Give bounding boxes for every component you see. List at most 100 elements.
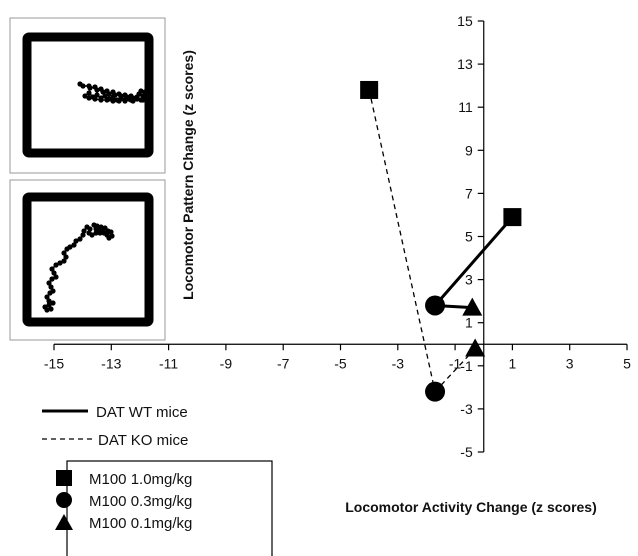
y-tick-label: 7 [465, 185, 473, 201]
ko-triangle-marker [465, 338, 486, 357]
inset-trace-dot [46, 302, 52, 308]
inset-trace-dot [53, 262, 59, 268]
inset-trace-dot [86, 90, 92, 96]
inset-trace-dot [102, 93, 108, 99]
inset-trace-dot [44, 307, 50, 313]
inset-trace-dot [77, 236, 83, 242]
inset-frame-bottom [9, 179, 166, 341]
legend-triangle-icon [55, 514, 73, 530]
x-tick-label: -15 [44, 355, 64, 371]
x-tick-label: -5 [334, 355, 347, 371]
inset-trace-dot [144, 95, 150, 101]
inset-trace-dot [81, 228, 87, 234]
inset-trace-dot [51, 270, 57, 276]
x-tick-label: -7 [277, 355, 290, 371]
wt-circle-marker [425, 295, 446, 316]
y-tick-label: 9 [465, 142, 473, 158]
inset-trace-dot [71, 242, 77, 248]
legend-square-icon [56, 470, 72, 486]
legend-label-wt: DAT WT mice [96, 404, 188, 421]
wt-square-marker [503, 208, 522, 227]
inset-trace-dot [97, 230, 103, 236]
inset-trace-dot [73, 238, 79, 244]
inset-trace-dot [110, 98, 116, 104]
inset-trace-dot [49, 276, 55, 282]
y-tick-label: -3 [460, 401, 473, 417]
inset-trace-dot [50, 288, 56, 294]
inset-trace-dot [80, 83, 86, 89]
inset-trace-dot [89, 232, 95, 238]
inset-trace-dot [140, 97, 146, 103]
ko-circle-marker [425, 381, 446, 402]
inset-trace-dot [67, 244, 73, 250]
y-tick-label: 3 [465, 272, 473, 288]
inset-trace-dot [100, 89, 106, 95]
inset-trace-dot [116, 98, 122, 104]
x-tick-label: 3 [566, 355, 574, 371]
y-tick-label: 15 [457, 13, 473, 29]
y-tick-label: -5 [460, 444, 473, 460]
inset-trace-dot [142, 89, 148, 95]
inset-trace-dot [91, 222, 97, 228]
x-tick-label: -1 [449, 355, 462, 371]
inset-trace-dot [92, 96, 98, 102]
y-tick-label: -1 [460, 358, 473, 374]
inset-trace-dot [94, 92, 100, 98]
inset-trace-dot [63, 254, 69, 260]
wt-triangle-marker [462, 297, 483, 316]
y-tick-label: 1 [465, 315, 473, 331]
legend-label-dose-2: M100 0.3mg/kg [89, 493, 192, 510]
inset-path-trace-bottom [42, 222, 115, 313]
legend-label-dose-1: M100 1.0mg/kg [89, 471, 192, 488]
y-tick-label: 5 [465, 229, 473, 245]
inset-trace-dot [110, 94, 116, 100]
inset-trace-dot [61, 258, 67, 264]
inset-trace-dot [61, 250, 67, 256]
inset-trace-dot [146, 87, 152, 93]
x-tick-label: -11 [159, 355, 178, 371]
inset-arena-bottom [22, 192, 154, 327]
inset-trace-dot [82, 93, 88, 99]
y-tick-label: 11 [458, 99, 473, 115]
inset-trace-dot [44, 294, 50, 300]
inset-trace-dot [122, 97, 128, 103]
x-tick-label: 5 [623, 355, 631, 371]
legend: DAT WT mice DAT KO mice M100 1.0mg/kg M1… [42, 404, 273, 556]
inset-trace-dot [93, 226, 99, 232]
inset-trace-dot [87, 85, 93, 91]
inset-trace-dot [138, 88, 144, 94]
data-markers [360, 80, 522, 402]
inset-trace-dot [106, 91, 112, 97]
inset-trace-dot [48, 284, 54, 290]
inset-trace-dot [87, 226, 93, 232]
x-tick-label: 1 [509, 355, 517, 371]
inset-trace-dot [134, 96, 140, 102]
inset-trace-dot [46, 280, 52, 286]
y-axis-title: Locomotor Pattern Change (z scores) [180, 50, 196, 300]
inset-trace-dot [49, 266, 55, 272]
inset-path-trace-top [77, 81, 153, 104]
x-tick-label: -9 [220, 355, 233, 371]
ko-series-segment [368, 89, 436, 392]
inset-trace-dot [80, 232, 86, 238]
legend-label-ko: DAT KO mice [98, 432, 188, 449]
inset-trace-dot [128, 97, 134, 103]
series-lines [368, 89, 514, 393]
inset-trace-dot [50, 300, 56, 306]
y-tick-label: 13 [457, 56, 473, 72]
legend-circle-icon [56, 492, 72, 508]
inset-trace-dot [86, 95, 92, 101]
inset-trace-dot [104, 97, 110, 103]
x-tick-label: -3 [392, 355, 405, 371]
inset-panels [9, 17, 166, 341]
inset-trace-dot [94, 87, 100, 93]
inset-trace-dot [108, 229, 114, 235]
x-tick-label: -13 [101, 355, 121, 371]
inset-trace-dot [53, 274, 59, 280]
inset-trace-dot [46, 298, 52, 304]
marker-legend-box [66, 460, 273, 556]
x-axis-title: Locomotor Activity Change (z scores) [345, 499, 597, 515]
inset-trace-dot [98, 97, 104, 103]
